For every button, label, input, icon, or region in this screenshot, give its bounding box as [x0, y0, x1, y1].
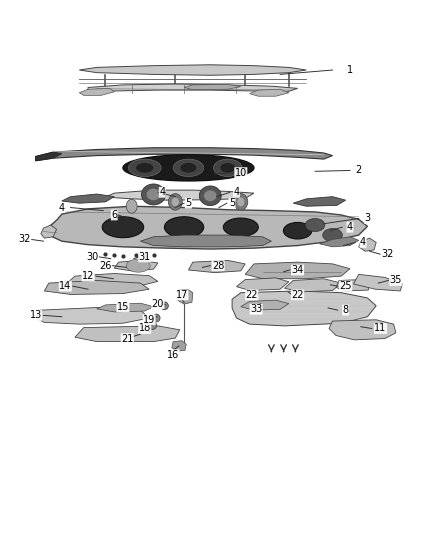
Polygon shape	[44, 280, 149, 294]
Polygon shape	[172, 341, 186, 351]
Text: 14: 14	[59, 281, 71, 291]
Ellipse shape	[173, 159, 204, 176]
Text: 4: 4	[347, 222, 353, 232]
Polygon shape	[184, 84, 241, 90]
Ellipse shape	[171, 197, 179, 207]
Text: 30: 30	[86, 252, 99, 262]
Ellipse shape	[141, 184, 166, 205]
Ellipse shape	[220, 163, 236, 173]
Ellipse shape	[146, 188, 161, 200]
Ellipse shape	[136, 163, 154, 173]
Text: 21: 21	[121, 334, 134, 344]
Ellipse shape	[123, 155, 254, 181]
Text: 4: 4	[233, 187, 240, 197]
Text: 28: 28	[212, 261, 224, 271]
Text: 34: 34	[291, 265, 304, 275]
Ellipse shape	[199, 186, 221, 206]
Polygon shape	[79, 88, 114, 95]
Text: 18: 18	[139, 324, 151, 334]
Circle shape	[160, 302, 168, 310]
Polygon shape	[237, 278, 289, 290]
Polygon shape	[106, 190, 254, 200]
Ellipse shape	[234, 193, 248, 210]
Polygon shape	[188, 261, 245, 272]
Text: 4: 4	[159, 187, 165, 197]
Polygon shape	[66, 273, 158, 287]
Ellipse shape	[305, 219, 325, 231]
Polygon shape	[329, 320, 396, 340]
Ellipse shape	[283, 222, 312, 239]
Text: 11: 11	[374, 324, 387, 334]
Text: 15: 15	[117, 302, 129, 312]
Polygon shape	[114, 261, 158, 271]
Text: 1: 1	[347, 65, 353, 75]
Polygon shape	[88, 84, 297, 93]
Polygon shape	[293, 197, 346, 206]
Text: 32: 32	[18, 235, 31, 245]
Polygon shape	[285, 279, 341, 292]
Ellipse shape	[164, 217, 204, 238]
Polygon shape	[41, 225, 57, 238]
Text: 31: 31	[139, 252, 151, 262]
Polygon shape	[35, 152, 62, 161]
Ellipse shape	[128, 159, 161, 176]
Text: 35: 35	[390, 276, 402, 286]
Text: 25: 25	[339, 281, 352, 291]
Ellipse shape	[237, 197, 245, 207]
Text: 4: 4	[59, 203, 65, 213]
Text: 33: 33	[250, 304, 262, 314]
Ellipse shape	[168, 193, 182, 210]
Polygon shape	[336, 280, 370, 291]
Ellipse shape	[102, 217, 144, 238]
Text: 13: 13	[29, 310, 42, 320]
Circle shape	[152, 314, 160, 322]
Polygon shape	[62, 194, 114, 203]
Text: 5: 5	[185, 198, 191, 208]
Polygon shape	[178, 289, 193, 304]
Ellipse shape	[204, 190, 217, 201]
Polygon shape	[232, 291, 376, 326]
Ellipse shape	[323, 229, 343, 241]
Text: 4: 4	[360, 238, 366, 247]
Text: 16: 16	[167, 350, 179, 360]
Polygon shape	[319, 237, 359, 247]
Text: 8: 8	[343, 305, 349, 315]
Ellipse shape	[180, 163, 197, 173]
Text: 32: 32	[381, 249, 393, 259]
Text: 19: 19	[143, 315, 155, 325]
Polygon shape	[49, 206, 367, 249]
Polygon shape	[241, 300, 289, 310]
Text: 22: 22	[245, 290, 258, 300]
Polygon shape	[141, 235, 272, 247]
Text: 5: 5	[229, 198, 235, 208]
Text: 6: 6	[111, 210, 117, 220]
Polygon shape	[359, 238, 376, 251]
Circle shape	[149, 321, 156, 329]
Ellipse shape	[214, 159, 242, 176]
Polygon shape	[35, 148, 332, 161]
Text: 12: 12	[82, 271, 94, 281]
Text: 22: 22	[291, 290, 304, 300]
Polygon shape	[353, 274, 403, 291]
Text: 10: 10	[235, 168, 247, 177]
Polygon shape	[250, 89, 289, 96]
Text: 17: 17	[176, 290, 188, 300]
Polygon shape	[75, 326, 180, 342]
Ellipse shape	[126, 259, 150, 272]
Polygon shape	[97, 303, 153, 312]
Polygon shape	[245, 262, 350, 279]
Text: 2: 2	[356, 165, 362, 175]
Text: 3: 3	[364, 214, 371, 223]
Polygon shape	[35, 308, 149, 324]
Polygon shape	[79, 65, 306, 75]
Text: 26: 26	[99, 261, 112, 271]
Text: 20: 20	[152, 298, 164, 309]
Ellipse shape	[223, 218, 258, 236]
Ellipse shape	[126, 199, 137, 213]
